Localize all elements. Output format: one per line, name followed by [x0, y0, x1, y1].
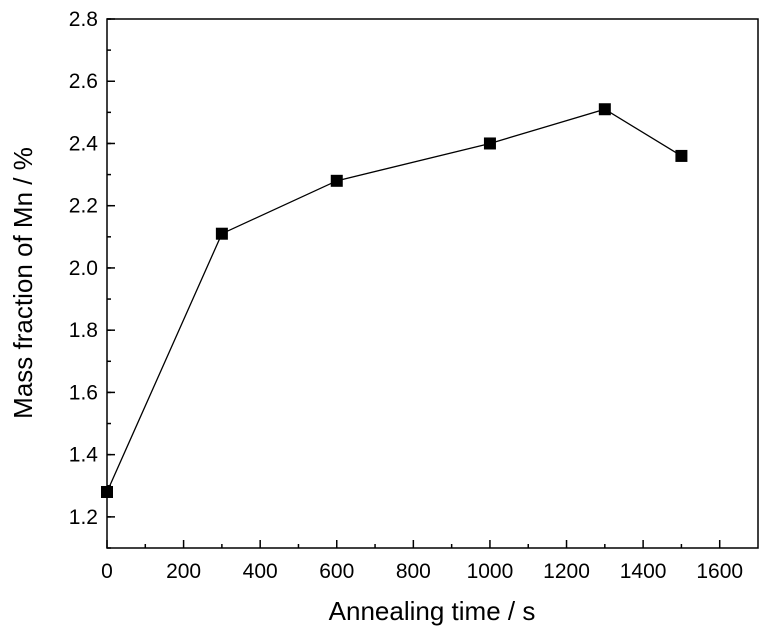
- x-tick-label: 1400: [620, 560, 667, 583]
- x-axis-title: Annealing time / s: [329, 596, 536, 626]
- series-line: [106, 108, 682, 493]
- x-tick-label: 200: [166, 560, 201, 583]
- series: [101, 103, 688, 498]
- x-tick-label: 1000: [467, 560, 514, 583]
- data-point: [330, 174, 343, 187]
- y-tick-label: 1.2: [69, 506, 98, 529]
- data-point: [215, 227, 228, 240]
- y-axis-title: Mass fraction of Mn / %: [8, 147, 38, 419]
- x-tick-label: 1600: [696, 560, 743, 583]
- y-tick-label: 1.8: [69, 319, 98, 342]
- x-tick-label: 800: [396, 560, 431, 583]
- ticks: [106, 18, 721, 549]
- x-tick-label: 400: [243, 560, 278, 583]
- data-point: [483, 137, 496, 150]
- x-tick-label: 1200: [543, 560, 590, 583]
- data-point: [675, 149, 688, 162]
- data-point: [598, 103, 611, 116]
- y-tick-label: 2.8: [69, 8, 98, 31]
- y-tick-label: 1.6: [69, 381, 98, 404]
- y-tick-label: 1.4: [69, 444, 99, 467]
- tick-labels: 0 200 400 600 800 1000 1200 1400 1600 1.2 1.4 1.6 1.…: [69, 8, 743, 583]
- data-point: [101, 485, 113, 498]
- y-tick-label: 2.0: [69, 257, 98, 280]
- y-tick-label: 2.6: [69, 70, 98, 93]
- x-tick-label: 600: [319, 560, 354, 583]
- x-tick-label: 0: [101, 560, 113, 583]
- y-tick-label: 2.2: [69, 195, 98, 218]
- y-tick-label: 2.4: [69, 132, 99, 155]
- plot-frame: [106, 18, 759, 549]
